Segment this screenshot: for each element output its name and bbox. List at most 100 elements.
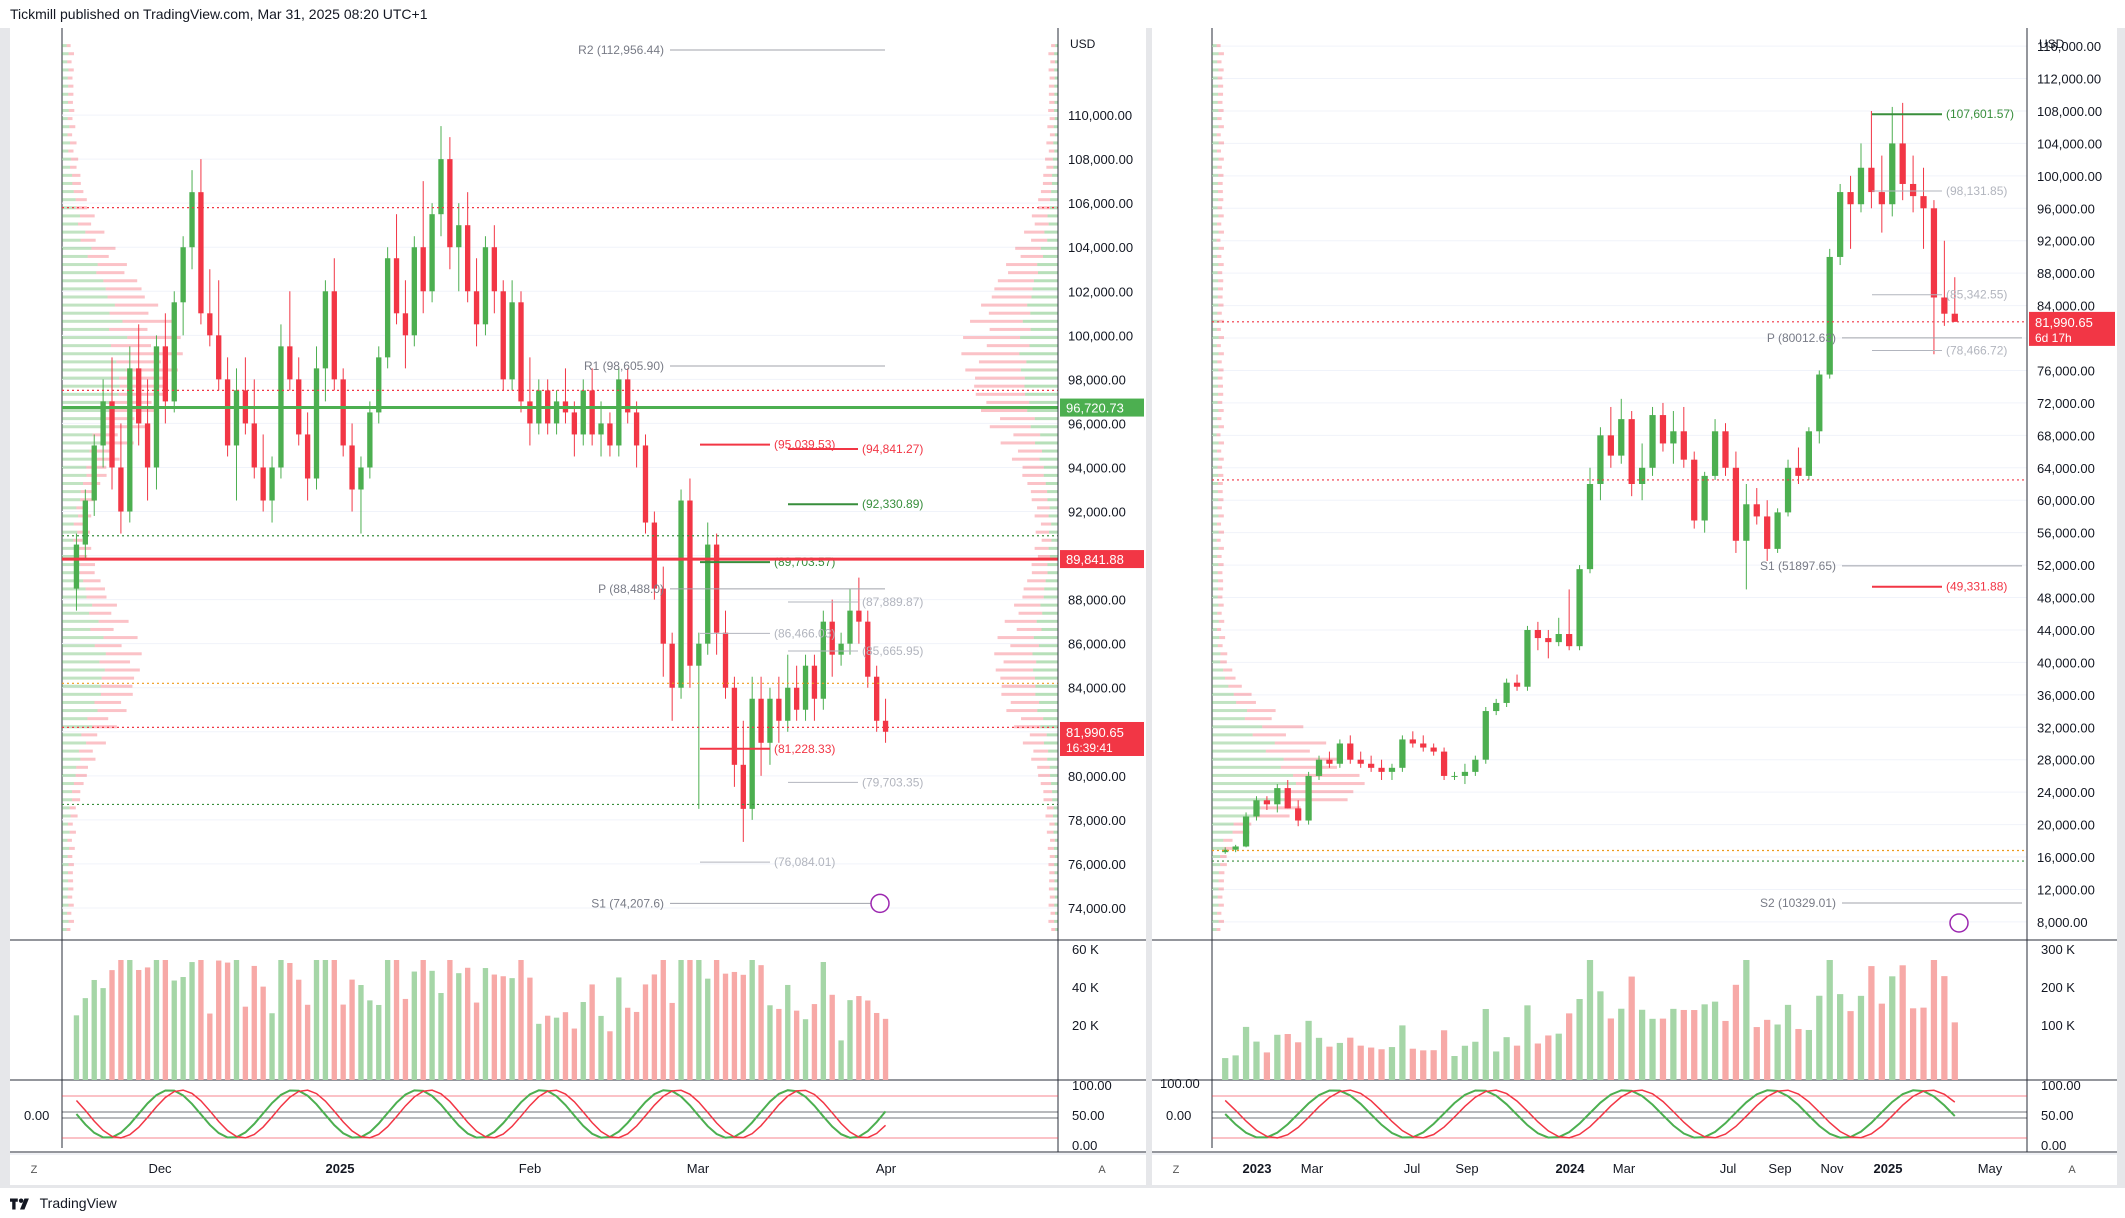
- profile-bar-down: [1217, 911, 1222, 915]
- price-tick-label: 98,000.00: [1068, 372, 1126, 387]
- profile-bar-down: [1218, 457, 1224, 461]
- candle-body: [304, 434, 311, 479]
- volume-bar: [393, 960, 400, 1080]
- volume-bar: [545, 1015, 551, 1080]
- candle-body: [722, 632, 729, 688]
- profile-bar-right-down: [1014, 603, 1041, 607]
- profile-bar-up: [62, 644, 95, 648]
- profile-bar-right-down: [963, 336, 1021, 340]
- profile-bar-down: [1218, 368, 1224, 372]
- profile-bar-down: [97, 263, 127, 267]
- zoom-reset-button[interactable]: Z: [31, 1164, 38, 1176]
- profile-bar-up: [62, 84, 69, 88]
- profile-bar-right-down: [1003, 660, 1037, 664]
- profile-bar-right-up: [1049, 506, 1058, 510]
- volume-bar: [660, 960, 666, 1080]
- profile-bar-down: [80, 757, 96, 761]
- currency-label: USD: [1070, 37, 1096, 51]
- profile-bar-down: [1286, 798, 1348, 802]
- profile-bar-down: [1218, 52, 1224, 56]
- auto-scale-button[interactable]: A: [1098, 1164, 1106, 1176]
- level-label: (76,084.01): [774, 855, 835, 869]
- profile-bar-up: [62, 165, 70, 169]
- profile-bar-up: [1212, 100, 1218, 104]
- profile-bar-down: [1289, 790, 1354, 794]
- profile-bar-up: [62, 254, 88, 258]
- zoom-reset-button[interactable]: Z: [1173, 1164, 1180, 1176]
- volume-bar: [1305, 1020, 1312, 1080]
- profile-bar-down: [92, 725, 117, 729]
- profile-bar-right-down: [1051, 928, 1056, 931]
- daily-chart-svg[interactable]: 110,000.00 108,000.00 106,000.00 104,000.00…: [10, 28, 1146, 1185]
- profile-bar-up: [1212, 238, 1217, 242]
- profile-bar-down: [1223, 846, 1234, 850]
- profile-bar-down: [1218, 587, 1224, 591]
- volume-bar: [1378, 1049, 1385, 1080]
- volume-bar: [678, 960, 684, 1080]
- candle-body: [802, 665, 809, 710]
- profile-bar-right-down: [1046, 830, 1054, 834]
- volume-bar: [91, 979, 97, 1080]
- profile-bar-right-down: [1008, 271, 1039, 275]
- profile-bar-down: [1218, 530, 1224, 534]
- profile-bar-right-down: [1037, 506, 1050, 510]
- volume-bar: [1680, 1009, 1687, 1080]
- profile-bar-down: [1262, 725, 1304, 729]
- profile-bar-up: [62, 895, 68, 899]
- candle-body: [1722, 431, 1729, 468]
- profile-bar-up: [1212, 506, 1218, 510]
- candle-body: [731, 687, 738, 765]
- volume-bar: [696, 960, 702, 1080]
- volume-bar: [731, 971, 738, 1080]
- profile-bar-right-down: [994, 652, 1033, 656]
- profile-bar-right-down: [1031, 757, 1048, 761]
- volume-bar: [651, 974, 658, 1080]
- profile-bar-up: [62, 465, 87, 469]
- chart-panel-daily[interactable]: 110,000.00 108,000.00 106,000.00 104,000.00…: [10, 28, 1146, 1185]
- profile-bar-right-up: [1054, 855, 1058, 859]
- volume-bar: [1399, 1025, 1406, 1080]
- profile-bar-down: [68, 879, 74, 883]
- candle-body: [1920, 196, 1927, 209]
- profile-bar-right-up: [1047, 214, 1058, 218]
- pivot-label: R2 (112,956.44): [578, 43, 664, 57]
- profile-bar-right-up: [1030, 425, 1058, 429]
- profile-bar-down: [1216, 149, 1221, 153]
- last-price-label: 81,990.65: [2035, 315, 2093, 330]
- profile-bar-up: [62, 214, 80, 218]
- profile-bar-up: [1212, 125, 1219, 129]
- auto-scale-button[interactable]: A: [2068, 1164, 2076, 1176]
- candle-body: [1222, 849, 1229, 853]
- profile-bar-up: [1212, 352, 1219, 356]
- candle-body: [251, 423, 257, 468]
- profile-bar-up: [1212, 279, 1219, 283]
- profile-bar-right-up: [1049, 554, 1058, 558]
- profile-bar-right-down: [1043, 798, 1053, 802]
- profile-bar-down: [69, 165, 77, 169]
- profile-bar-down: [105, 287, 142, 291]
- chart-panel-weekly[interactable]: 116,000.00 112,000.00 108,000.00 104,000.00…: [1152, 28, 2117, 1185]
- profile-bar-up: [1212, 157, 1219, 161]
- weekly-chart-svg[interactable]: 116,000.00 112,000.00 108,000.00 104,000.00…: [1152, 28, 2117, 1185]
- volume-bar: [1722, 1020, 1729, 1080]
- volume-bar: [402, 998, 409, 1080]
- profile-bar-down: [69, 846, 75, 850]
- candle-body: [349, 445, 355, 490]
- profile-bar-right-down: [1048, 52, 1055, 56]
- candle-body: [402, 313, 409, 336]
- time-axis-label: Sep: [1768, 1161, 1791, 1176]
- profile-bar-down: [103, 636, 138, 640]
- candle-body: [438, 159, 444, 215]
- profile-bar-right-down: [1046, 806, 1054, 810]
- profile-bar-right-down: [1004, 619, 1037, 623]
- time-axis-label: 2023: [1243, 1161, 1272, 1176]
- candle-body: [1440, 751, 1448, 776]
- profile-bar-up: [62, 295, 108, 299]
- lightning-icon[interactable]: [870, 893, 890, 914]
- profile-bar-up: [1212, 230, 1219, 234]
- lightning-icon[interactable]: [1949, 913, 1969, 933]
- profile-bar-up: [1212, 84, 1219, 88]
- profile-bar-up: [1212, 757, 1284, 761]
- candle-body: [678, 500, 684, 688]
- volume-bar: [518, 960, 524, 1080]
